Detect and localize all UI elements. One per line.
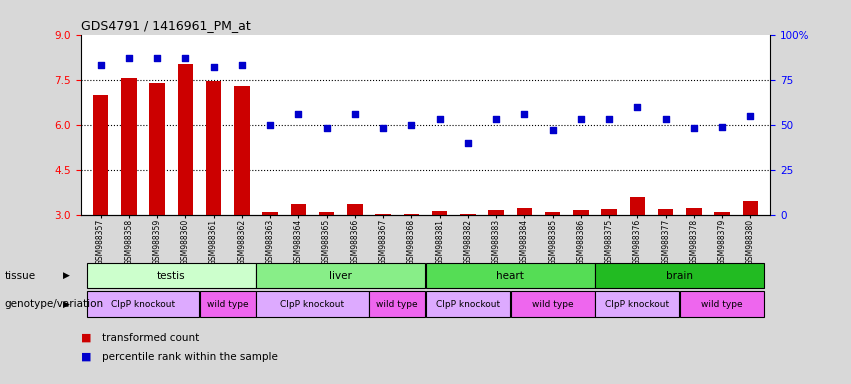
Bar xyxy=(488,210,504,215)
Bar xyxy=(319,212,334,215)
Text: ■: ■ xyxy=(81,333,91,343)
Bar xyxy=(714,212,730,215)
Point xyxy=(545,127,559,133)
Point xyxy=(716,124,729,130)
Point xyxy=(122,55,135,61)
Point xyxy=(659,116,672,122)
Bar xyxy=(347,204,363,215)
Text: testis: testis xyxy=(157,270,186,281)
Bar xyxy=(743,200,758,215)
Point xyxy=(517,111,531,117)
Text: tissue: tissue xyxy=(4,270,36,281)
Text: transformed count: transformed count xyxy=(102,333,199,343)
Bar xyxy=(686,209,701,215)
Bar xyxy=(87,291,199,317)
Point xyxy=(631,104,644,110)
Text: liver: liver xyxy=(329,270,352,281)
Bar xyxy=(545,212,561,215)
Bar xyxy=(630,197,645,215)
Bar xyxy=(256,291,368,317)
Text: genotype/variation: genotype/variation xyxy=(4,299,103,310)
Text: ClpP knockout: ClpP knockout xyxy=(605,300,670,309)
Bar xyxy=(256,263,426,288)
Text: ClpP knockout: ClpP knockout xyxy=(281,300,345,309)
Bar xyxy=(460,214,476,215)
Bar xyxy=(517,209,532,215)
Point xyxy=(574,116,588,122)
Point xyxy=(320,125,334,131)
Point xyxy=(94,62,107,68)
Point xyxy=(687,125,700,131)
Text: ■: ■ xyxy=(81,352,91,362)
Bar xyxy=(290,204,306,215)
Bar xyxy=(234,86,249,215)
Text: ▶: ▶ xyxy=(63,300,70,309)
Bar xyxy=(87,263,255,288)
Text: wild type: wild type xyxy=(701,300,743,309)
Bar xyxy=(596,263,764,288)
Text: ▶: ▶ xyxy=(63,271,70,280)
Bar xyxy=(680,291,764,317)
Point xyxy=(292,111,306,117)
Text: GDS4791 / 1416961_PM_at: GDS4791 / 1416961_PM_at xyxy=(81,19,250,32)
Bar xyxy=(93,95,108,215)
Bar xyxy=(150,83,165,215)
Bar xyxy=(403,214,420,215)
Bar xyxy=(511,291,595,317)
Text: heart: heart xyxy=(496,270,524,281)
Text: brain: brain xyxy=(666,270,694,281)
Bar xyxy=(426,291,510,317)
Bar xyxy=(262,212,278,215)
Point xyxy=(376,125,390,131)
Point xyxy=(433,116,447,122)
Text: percentile rank within the sample: percentile rank within the sample xyxy=(102,352,278,362)
Bar xyxy=(206,81,221,215)
Bar xyxy=(431,210,448,215)
Point xyxy=(489,116,503,122)
Bar xyxy=(426,263,595,288)
Point xyxy=(151,55,164,61)
Text: wild type: wild type xyxy=(207,300,248,309)
Bar xyxy=(369,291,426,317)
Bar xyxy=(602,209,617,215)
Point xyxy=(461,140,475,146)
Point xyxy=(207,64,220,70)
Bar xyxy=(573,210,589,215)
Point xyxy=(744,113,757,119)
Text: ClpP knockout: ClpP knockout xyxy=(111,300,175,309)
Bar xyxy=(596,291,679,317)
Point xyxy=(235,62,248,68)
Bar xyxy=(178,64,193,215)
Text: wild type: wild type xyxy=(376,300,418,309)
Point xyxy=(179,55,192,61)
Point xyxy=(603,116,616,122)
Bar xyxy=(658,209,673,215)
Bar xyxy=(200,291,255,317)
Point xyxy=(348,111,362,117)
Text: ClpP knockout: ClpP knockout xyxy=(436,300,500,309)
Point xyxy=(263,122,277,128)
Bar xyxy=(375,214,391,215)
Text: wild type: wild type xyxy=(532,300,574,309)
Point xyxy=(404,122,418,128)
Bar xyxy=(121,78,137,215)
